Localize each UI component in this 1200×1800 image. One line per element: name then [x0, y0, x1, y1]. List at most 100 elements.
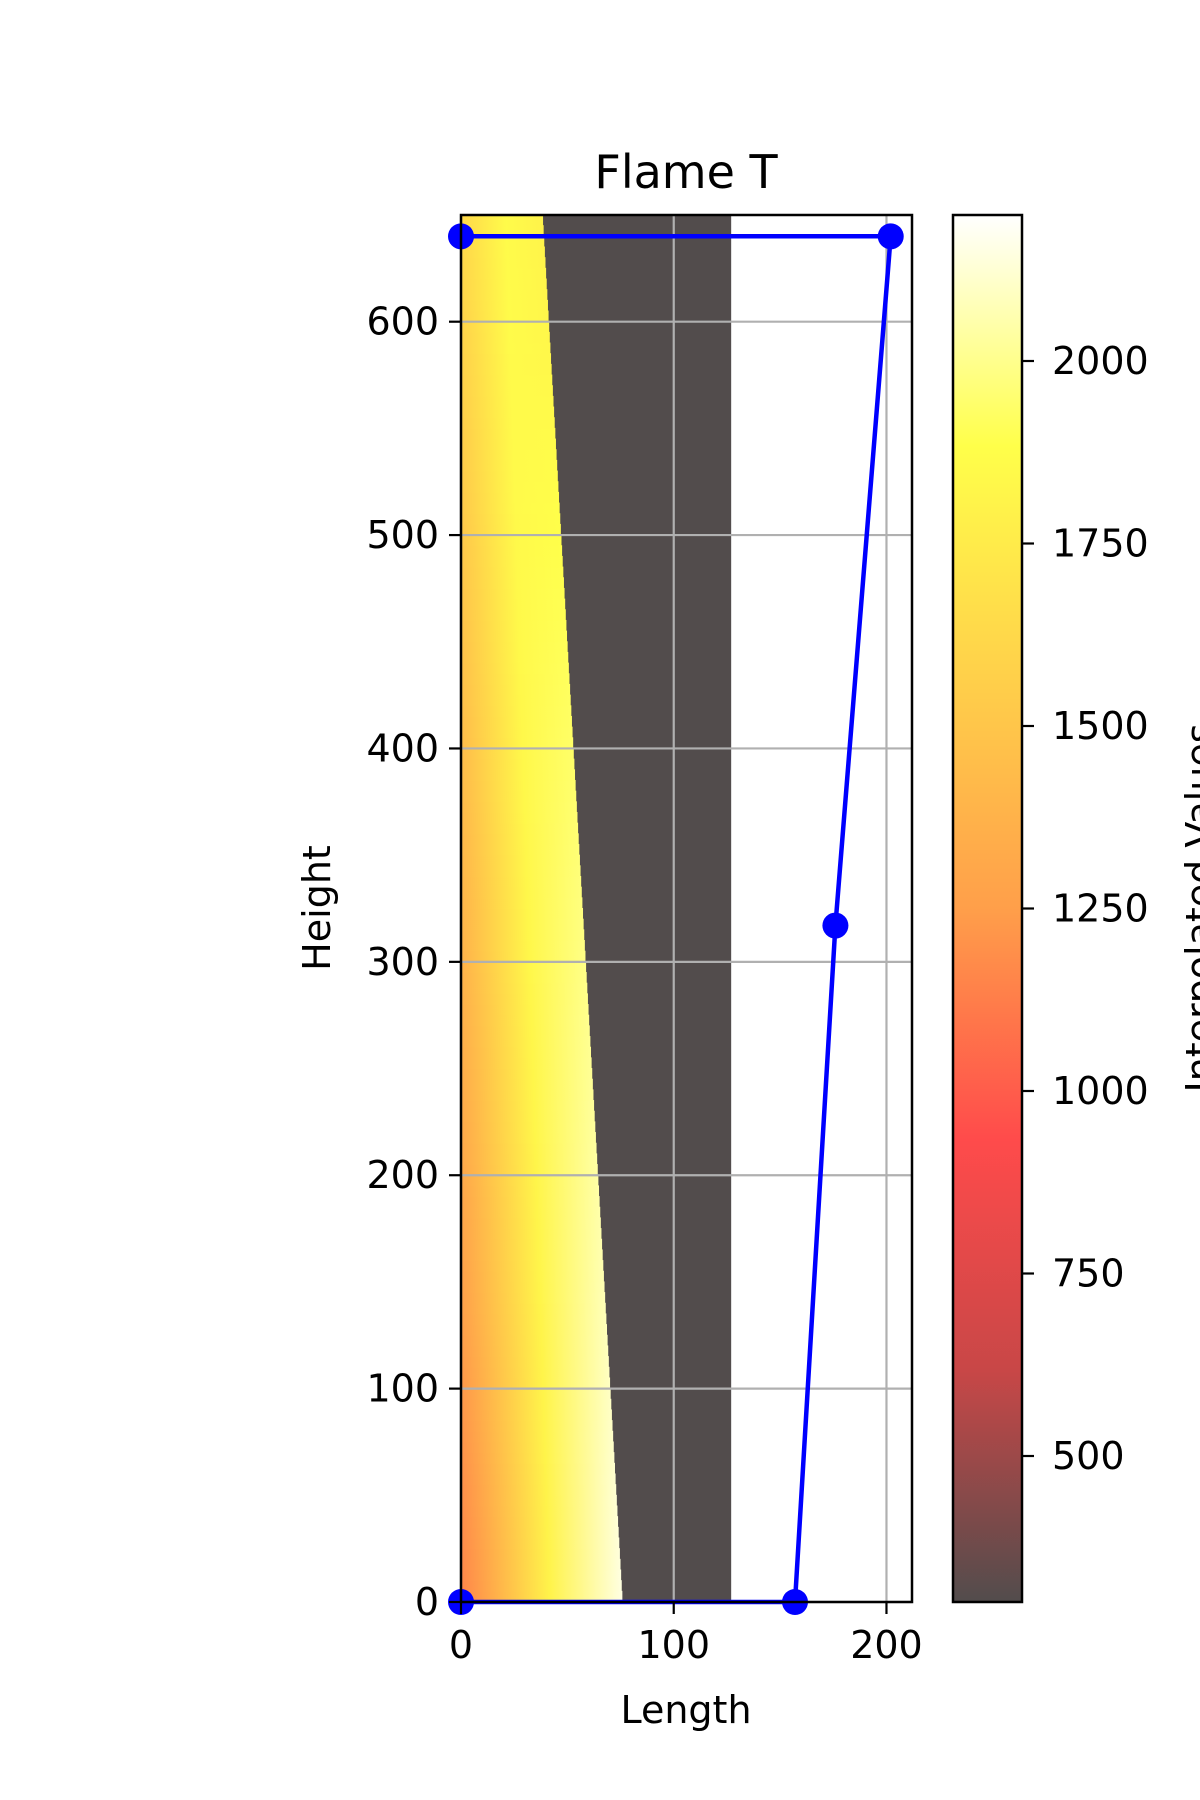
heatmap-cell: [461, 1484, 617, 1496]
heatmap-cell: [461, 1142, 597, 1155]
heatmap-cell: [461, 982, 588, 995]
heatmap-cell: [461, 1132, 596, 1144]
heatmap-cell: [461, 481, 559, 493]
heatmap-cell: [461, 427, 556, 440]
heatmap-cell: [461, 534, 562, 547]
colorbar-label: Interpolated Values: [1178, 723, 1200, 1092]
heatmap-cell: [461, 1590, 623, 1602]
heatmap-cell: [461, 1398, 612, 1411]
heatmap-cell: [461, 1473, 616, 1486]
heatmap-cell: [461, 1260, 604, 1272]
heatmap-cell: [461, 897, 583, 909]
y-tick-label: 0: [415, 1580, 439, 1624]
heatmap-cell: [461, 278, 547, 291]
x-tick-label: 200: [850, 1623, 923, 1667]
heatmap-cell: [461, 491, 560, 504]
colorbar-gradient: [953, 215, 1022, 1602]
heatmap-cell: [461, 940, 585, 952]
heatmap-cell: [461, 289, 548, 301]
heatmap-cell: [461, 1580, 622, 1592]
x-tick-label: 0: [449, 1623, 473, 1667]
heatmap-cell: [461, 470, 558, 483]
heatmap-cell: [461, 929, 585, 942]
heatmap-cell: [461, 662, 569, 675]
heatmap-cell: [461, 1057, 592, 1070]
plot-frame: [459, 213, 914, 1604]
heatmap-cell: [461, 1345, 609, 1358]
heatmap-cell: [461, 598, 566, 611]
heatmap-cell: [461, 1281, 605, 1294]
heatmap-cell: [461, 1185, 600, 1198]
heatmap-cell: [461, 1569, 622, 1582]
heatmap-cell: [461, 1388, 611, 1400]
heatmap-cell: [461, 1366, 610, 1379]
heatmap-cell: [461, 1164, 598, 1176]
heatmap-cell: [461, 673, 570, 685]
heatmap-cell: [461, 1100, 595, 1112]
heatmap-cell: [461, 310, 549, 323]
heatmap-cell: [461, 449, 557, 461]
heatmap-cell: [461, 715, 572, 728]
heatmap-cell: [461, 555, 563, 568]
heatmap-cell: [461, 790, 577, 803]
heatmap-cell: [461, 961, 587, 974]
heatmap-cell: [461, 1153, 598, 1166]
heatmap-cell: [461, 758, 575, 771]
heatmap-cell: [461, 854, 580, 867]
heatmap-cell: [461, 1068, 593, 1080]
heatmap-cell: [461, 875, 582, 888]
series-point: [877, 223, 904, 250]
heatmap-cell: [461, 769, 576, 781]
heatmap-cell: [461, 438, 556, 451]
heatmap-cell: [461, 1516, 619, 1528]
chart-title: Flame T: [594, 145, 778, 199]
heatmap-cell: [461, 683, 571, 696]
heatmap-cell: [461, 1324, 607, 1336]
heatmap-cell: [461, 267, 547, 280]
heatmap-cell: [461, 908, 584, 920]
heatmap-cell: [461, 950, 586, 963]
heatmap-cell: [461, 865, 581, 877]
heatmap-cell: [461, 609, 566, 621]
heatmap-cell: [461, 779, 576, 792]
colorbar-tick-label: 750: [1052, 1252, 1125, 1296]
heatmap-cell: [461, 545, 563, 557]
heatmap-cell: [461, 1302, 606, 1315]
heatmap-cell: [461, 1409, 612, 1422]
heatmap-cell: [461, 459, 558, 472]
heatmap-cell: [461, 1036, 591, 1048]
heatmap-cell: [461, 331, 550, 344]
heatmap-cell: [461, 385, 553, 397]
heatmap-cell: [461, 1377, 611, 1390]
y-tick-label: 500: [366, 513, 439, 557]
heatmap-cell: [461, 1441, 614, 1454]
heatmap-cell: [461, 215, 544, 227]
colorbar-tick-label: 2000: [1052, 339, 1149, 383]
heatmap-cell: [461, 811, 578, 824]
heatmap-cell: [461, 577, 564, 589]
heatmap-cell: [461, 566, 564, 579]
heatmap-cell: [461, 918, 584, 931]
heatmap-cell: [461, 363, 552, 376]
heatmap-cell: [461, 705, 572, 717]
plot-area: [461, 215, 732, 1602]
heatmap-cell: [461, 1196, 600, 1208]
heatmap-cell: [461, 972, 587, 984]
heatmap-cell: [461, 1121, 596, 1134]
heatmap-cell: [461, 1206, 601, 1219]
colorbar-tick-label: 1500: [1052, 704, 1149, 748]
heatmap-cell: [461, 246, 545, 259]
y-tick-label: 400: [366, 726, 439, 770]
heatmap-cell: [461, 1356, 609, 1368]
heatmap-cell: [461, 1238, 603, 1251]
heatmap-cell: [461, 1462, 615, 1475]
heatmap-cell: [461, 342, 551, 355]
heatmap-cell: [461, 630, 568, 643]
heatmap-cell: [461, 737, 574, 749]
y-tick-label: 300: [366, 940, 439, 984]
heatmap-cell: [461, 833, 579, 845]
heatmap-cell: [461, 1014, 590, 1027]
heatmap-cell: [461, 1004, 589, 1016]
heatmap-cell: [461, 1046, 592, 1059]
